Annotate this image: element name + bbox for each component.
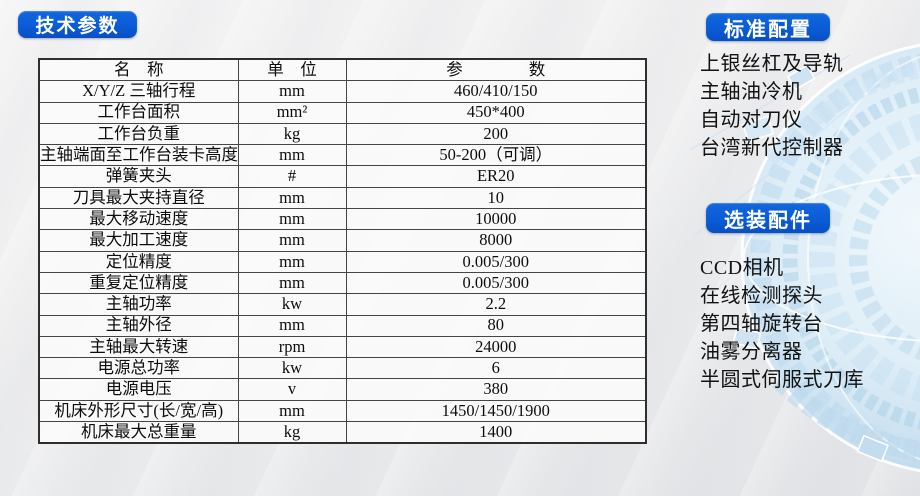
spec-unit: mm bbox=[237, 399, 347, 423]
spec-unit: kg bbox=[237, 122, 347, 146]
table-row: 电源电压 v 380 bbox=[38, 378, 647, 401]
table-row: 最大移动速度 mm 10000 bbox=[38, 208, 647, 231]
spec-unit: mm bbox=[237, 144, 347, 167]
standard-config-item: 上银丝杠及导轨 bbox=[700, 53, 844, 75]
spec-unit: # bbox=[237, 165, 347, 188]
standard-config-list: 上银丝杠及导轨 主轴油冷机 自动对刀仪 台湾新代控制器 bbox=[700, 50, 844, 162]
spec-unit: mm bbox=[237, 250, 347, 273]
table-row: 工作台负重 kg 200 bbox=[38, 122, 647, 146]
spec-unit: mm bbox=[237, 271, 347, 295]
table-row: 机床最大总重量 kg 1400 bbox=[38, 421, 647, 444]
spec-name: 弹簧夹头 bbox=[38, 165, 239, 188]
col-header-name: 名 称 bbox=[38, 58, 239, 82]
spec-value: 1450/1450/1900 bbox=[345, 399, 647, 423]
col-header-unit: 单 位 bbox=[237, 58, 347, 82]
table-row: 最大加工速度 mm 8000 bbox=[38, 229, 647, 252]
spec-value: 2.2 bbox=[345, 293, 647, 316]
optional-parts-badge: 选装配件 bbox=[706, 203, 830, 233]
spec-value: 50-200（可调） bbox=[345, 144, 647, 167]
standard-config-badge: 标准配置 bbox=[706, 13, 830, 41]
spec-name: 主轴外径 bbox=[38, 314, 239, 337]
standard-config-item: 自动对刀仪 bbox=[700, 109, 803, 131]
spec-unit: kw bbox=[237, 357, 347, 380]
spec-name: 机床外形尺寸(长/宽/高) bbox=[38, 399, 239, 423]
spec-name: 工作台负重 bbox=[38, 122, 239, 146]
table-row: X/Y/Z 三轴行程 mm 460/410/150 bbox=[38, 80, 647, 103]
spec-value: 10 bbox=[345, 186, 647, 210]
spec-name: 最大移动速度 bbox=[38, 208, 239, 231]
spec-unit: mm bbox=[237, 229, 347, 252]
spec-name: 工作台面积 bbox=[38, 101, 239, 124]
spec-value: 450*400 bbox=[345, 101, 647, 124]
spec-name: 主轴最大转速 bbox=[38, 335, 239, 359]
spec-name: 机床最大总重量 bbox=[38, 421, 239, 444]
table-row: 重复定位精度 mm 0.005/300 bbox=[38, 271, 647, 295]
spec-value: 6 bbox=[345, 357, 647, 380]
spec-value: ER20 bbox=[345, 165, 647, 188]
table-row: 电源总功率 kw 6 bbox=[38, 357, 647, 380]
standard-config-item: 主轴油冷机 bbox=[700, 81, 803, 103]
optional-part-item: 第四轴旋转台 bbox=[700, 313, 823, 335]
spec-unit: v bbox=[237, 378, 347, 401]
standard-config-item: 台湾新代控制器 bbox=[700, 137, 844, 159]
spec-unit: mm bbox=[237, 208, 347, 231]
spec-name: 电源电压 bbox=[38, 378, 239, 401]
spec-value: 200 bbox=[345, 122, 647, 146]
spec-name: 主轴功率 bbox=[38, 293, 239, 316]
optional-part-item: CCD相机 bbox=[700, 257, 784, 279]
table-header-row: 名 称 单 位 参 数 bbox=[38, 58, 647, 82]
spec-name: 最大加工速度 bbox=[38, 229, 239, 252]
spec-value: 1400 bbox=[345, 421, 647, 444]
spec-table: 名 称 单 位 参 数 X/Y/Z 三轴行程 mm 460/410/150 工作… bbox=[38, 58, 647, 445]
table-row: 主轴最大转速 rpm 24000 bbox=[38, 335, 647, 359]
spec-unit: mm bbox=[237, 314, 347, 337]
spec-value: 0.005/300 bbox=[345, 271, 647, 295]
spec-value: 380 bbox=[345, 378, 647, 401]
spec-value: 0.005/300 bbox=[345, 250, 647, 273]
col-header-value: 参 数 bbox=[345, 58, 647, 82]
table-row: 工作台面积 mm² 450*400 bbox=[38, 101, 647, 124]
table-row: 弹簧夹头 # ER20 bbox=[38, 165, 647, 188]
spec-unit: rpm bbox=[237, 335, 347, 359]
table-row: 主轴功率 kw 2.2 bbox=[38, 293, 647, 316]
spec-name: 刀具最大夹持直径 bbox=[38, 186, 239, 210]
optional-parts-list: CCD相机 在线检测探头 第四轴旋转台 油雾分离器 半圆式伺服式刀库 bbox=[700, 254, 864, 394]
spec-value: 460/410/150 bbox=[345, 80, 647, 103]
spec-unit: mm bbox=[237, 80, 347, 103]
table-row: 主轴外径 mm 80 bbox=[38, 314, 647, 337]
spec-unit: mm bbox=[237, 186, 347, 210]
optional-part-item: 半圆式伺服式刀库 bbox=[700, 369, 864, 391]
spec-value: 24000 bbox=[345, 335, 647, 359]
spec-name: 主轴端面至工作台装卡高度 bbox=[38, 144, 239, 167]
tech-params-badge: 技术参数 bbox=[18, 11, 137, 38]
spec-unit: kw bbox=[237, 293, 347, 316]
spec-name: 定位精度 bbox=[38, 250, 239, 273]
spec-unit: mm² bbox=[237, 101, 347, 124]
optional-part-item: 在线检测探头 bbox=[700, 285, 823, 307]
optional-part-item: 油雾分离器 bbox=[700, 341, 803, 363]
spec-value: 8000 bbox=[345, 229, 647, 252]
spec-value: 80 bbox=[345, 314, 647, 337]
table-row: 机床外形尺寸(长/宽/高) mm 1450/1450/1900 bbox=[38, 399, 647, 423]
table-row: 刀具最大夹持直径 mm 10 bbox=[38, 186, 647, 210]
spec-value: 10000 bbox=[345, 208, 647, 231]
spec-name: X/Y/Z 三轴行程 bbox=[38, 80, 239, 103]
table-row: 主轴端面至工作台装卡高度 mm 50-200（可调） bbox=[38, 144, 647, 167]
table-row: 定位精度 mm 0.005/300 bbox=[38, 250, 647, 273]
spec-name: 重复定位精度 bbox=[38, 271, 239, 295]
spec-unit: kg bbox=[237, 421, 347, 444]
spec-name: 电源总功率 bbox=[38, 357, 239, 380]
